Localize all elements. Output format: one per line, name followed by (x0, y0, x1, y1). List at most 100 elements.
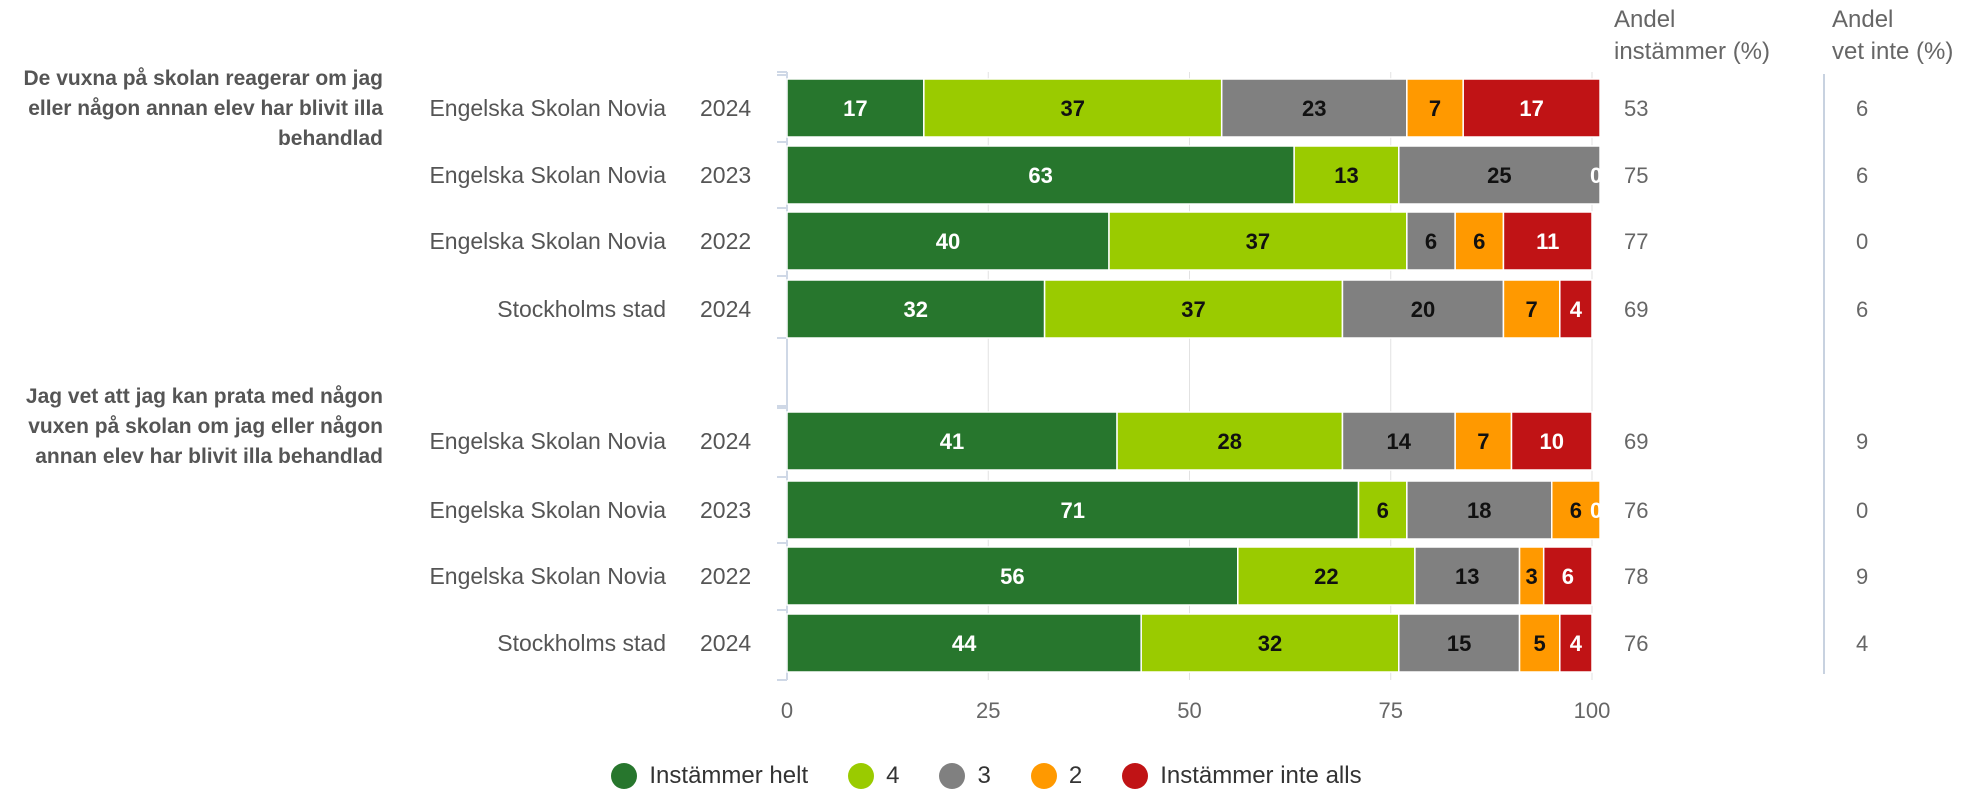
row-unit-label: Engelska Skolan Novia (429, 497, 666, 523)
bar-data-label: 13 (1334, 163, 1358, 188)
bar-data-label: 6 (1473, 229, 1485, 254)
row-unit-label: Engelska Skolan Novia (429, 95, 666, 121)
bar-data-label: 17 (1519, 96, 1543, 121)
andel-vet-inte-value: 9 (1856, 429, 1868, 454)
bar-segment (1341, 279, 1505, 339)
bar-data-label: 6 (1562, 564, 1574, 589)
bar-data-label: 15 (1447, 631, 1471, 656)
bar-data-label: 4 (1570, 297, 1583, 322)
bar-segment (1406, 480, 1553, 540)
bar-segment (1108, 211, 1408, 271)
legend-label: Instämmer helt (649, 762, 809, 789)
andel-vet-inte-value: 4 (1856, 631, 1868, 656)
row-year-label: 2023 (700, 497, 751, 523)
andel-instammer-value: 69 (1624, 297, 1648, 322)
bar-data-label: 71 (1061, 498, 1085, 523)
bar-data-label: 44 (952, 631, 977, 656)
andel-instammer-value: 53 (1624, 96, 1648, 121)
question-label-2: Jag vet att jag kan prata med någon vuxe… (25, 385, 383, 468)
andel-instammer-value: 75 (1624, 163, 1648, 188)
row-unit-label: Engelska Skolan Novia (429, 162, 666, 188)
andel-vet-inte-value: 9 (1856, 564, 1868, 589)
bar-data-label: 5 (1534, 631, 1546, 656)
bar-data-label: 13 (1455, 564, 1479, 589)
bar-data-label: 32 (904, 297, 928, 322)
andel-instammer-value: 76 (1624, 498, 1648, 523)
bar-data-label: 7 (1526, 297, 1538, 322)
bar-segment (786, 613, 1142, 673)
header-andel-instammer-line2: instämmer (%) (1614, 38, 1771, 65)
header-andel-instammer-line1: Andel (1614, 6, 1676, 33)
bar-data-label: 20 (1411, 297, 1435, 322)
bar-data-label: 18 (1467, 498, 1491, 523)
row-year-label: 2024 (700, 95, 751, 121)
bar-segment (1559, 279, 1593, 339)
legend: Instämmer helt 4 3 2 Instämmer inte alls (0, 762, 1973, 790)
bar-segment (786, 145, 1295, 205)
legend-item[interactable]: 2 (1030, 762, 1082, 790)
legend-marker (1122, 763, 1149, 789)
header-andel-vet-inte-line2: vet inte (%) (1832, 38, 1954, 65)
row-unit-label: Engelska Skolan Novia (429, 428, 666, 454)
legend-label: 4 (886, 762, 900, 789)
header-andel-vet-inte-line1: Andel (1832, 6, 1894, 33)
bar-segment (786, 279, 1046, 339)
row-year-label: 2024 (700, 630, 751, 656)
legend-item[interactable]: Instämmer helt (611, 762, 808, 790)
legend-label: 3 (977, 762, 991, 789)
legend-item[interactable]: 4 (848, 762, 899, 790)
andel-vet-inte-value: 0 (1856, 498, 1868, 523)
bar-data-label: 25 (1487, 163, 1511, 188)
bar-segment (1293, 145, 1400, 205)
bar-data-label: 23 (1302, 96, 1326, 121)
legend-item[interactable]: Instämmer inte alls (1122, 762, 1362, 790)
bar-data-label: 3 (1526, 564, 1538, 589)
x-tick-label: 100 (1574, 698, 1611, 723)
bar-data-label: 63 (1028, 163, 1052, 188)
bar-data-label: 22 (1314, 564, 1338, 589)
bar-data-label: 6 (1425, 229, 1437, 254)
row-unit-label: Engelska Skolan Novia (429, 228, 666, 254)
bar-segment (1398, 613, 1521, 673)
bar-segment (1357, 480, 1408, 540)
bar-segment (1462, 78, 1601, 138)
bar-segment (1341, 411, 1456, 471)
bar-segment (1140, 613, 1400, 673)
andel-instammer-value: 77 (1624, 229, 1648, 254)
row-year-label: 2024 (700, 296, 751, 322)
row-unit-label: Stockholms stad (497, 630, 666, 656)
bar-segment (1502, 279, 1561, 339)
bar-segment (786, 546, 1239, 606)
bar-segment (923, 78, 1223, 138)
legend-marker (848, 763, 875, 789)
bar-data-label: 0 (1590, 163, 1602, 188)
bar-segment (1542, 546, 1593, 606)
bar-data-label: 41 (940, 429, 964, 454)
bar-segment (1220, 78, 1408, 138)
bar-segment (1406, 211, 1456, 271)
header-andel-instammer: Andel instämmer (%) (1614, 4, 1770, 68)
bar-data-label: 10 (1540, 429, 1564, 454)
x-tick-label: 25 (976, 698, 1000, 723)
x-tick-label: 75 (1379, 698, 1403, 723)
bar-data-label: 6 (1570, 498, 1582, 523)
legend-item[interactable]: 3 (939, 762, 991, 790)
bar-data-label: 4 (1570, 631, 1583, 656)
bar-data-label: 0 (1590, 498, 1602, 523)
bar-segment (1502, 211, 1593, 271)
legend-marker (939, 763, 966, 789)
bar-data-label: 56 (1000, 564, 1024, 589)
bar-segment (786, 78, 925, 138)
andel-vet-inte-value: 6 (1856, 96, 1868, 121)
x-tick-label: 50 (1177, 698, 1201, 723)
x-tick-label: 0 (781, 698, 793, 723)
bar-data-label: 37 (1181, 297, 1205, 322)
bar-data-label: 14 (1387, 429, 1412, 454)
bar-segment (1518, 546, 1545, 606)
legend-marker (1030, 763, 1057, 789)
bar-data-label: 6 (1377, 498, 1389, 523)
header-andel-vet-inte: Andel vet inte (%) (1832, 4, 1953, 68)
bar-segment (1398, 145, 1601, 205)
andel-instammer-value: 78 (1624, 564, 1648, 589)
